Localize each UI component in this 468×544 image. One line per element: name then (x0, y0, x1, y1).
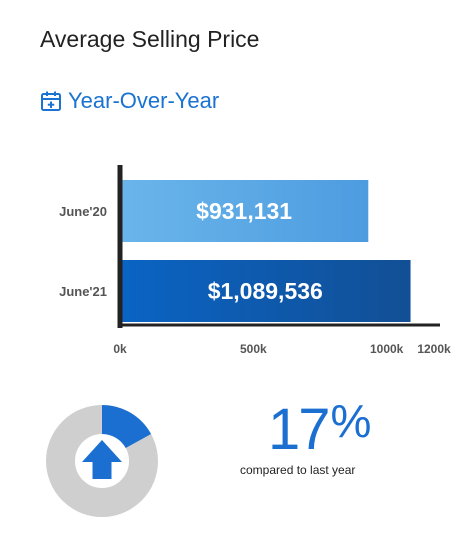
change-caption: compared to last year (240, 463, 356, 477)
bar-june-21 (120, 260, 411, 322)
arrow-up-icon (82, 440, 122, 479)
category-label: June'21 (59, 284, 107, 299)
chart-title: Average Selling Price (40, 26, 260, 52)
year-over-year-label: Year-Over-Year (40, 88, 219, 114)
change-donut (46, 405, 158, 517)
bar-value-label: $931,131 (196, 198, 292, 224)
percent-sign: % (330, 395, 372, 447)
x-tick-label: 1200k (417, 342, 451, 356)
x-tick-label: 1000k (370, 342, 404, 356)
bar-june-20 (120, 180, 369, 242)
category-label: June'20 (59, 204, 107, 219)
x-tick-label: 0k (113, 342, 127, 356)
donut-fill (101, 405, 152, 449)
subtitle: Year-Over-Year (68, 88, 220, 113)
x-tick-label: 500k (240, 342, 267, 356)
change-percent-number: 17 (268, 397, 330, 462)
calendar-plus-icon (41, 91, 61, 111)
bar-chart: $931,131 June'20 $1,089,536 June'21 0k 500k 10… (59, 165, 451, 356)
change-percent: 17 % (268, 398, 371, 468)
bar-value-label: $1,089,536 (208, 278, 323, 304)
